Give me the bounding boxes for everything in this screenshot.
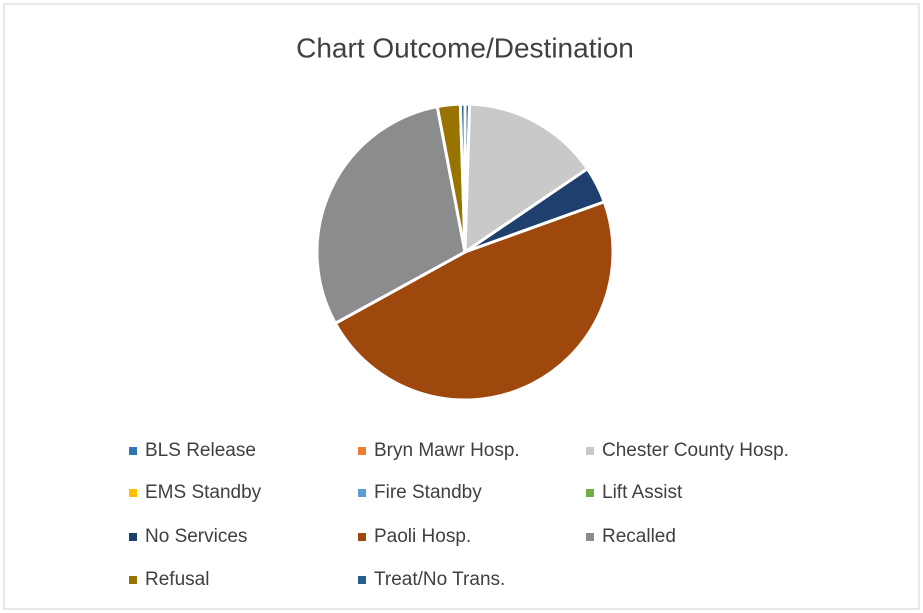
legend-label: Paoli Hosp.: [374, 526, 471, 547]
legend-label: Recalled: [602, 526, 676, 547]
pie-slice: [458, 102, 467, 253]
legend-swatch: [129, 576, 137, 584]
legend-swatch: [586, 489, 594, 497]
legend-label: Treat/No Trans.: [374, 569, 505, 590]
legend-swatch: [129, 489, 137, 497]
legend-swatch: [358, 489, 366, 497]
legend-label: Lift Assist: [602, 482, 683, 503]
legend-swatch: [586, 533, 594, 541]
legend-label: BLS Release: [145, 440, 256, 461]
legend-label: Fire Standby: [374, 482, 482, 503]
pie-slice: [333, 199, 615, 402]
legend-swatch: [358, 533, 366, 541]
pie-slice: [315, 104, 467, 326]
legend-swatch: [129, 533, 137, 541]
legend-label: No Services: [145, 526, 247, 547]
legend-label: EMS Standby: [145, 482, 262, 503]
legend-swatch: [129, 447, 137, 455]
legend-swatch: [358, 447, 366, 455]
legend-swatch: [358, 576, 366, 584]
legend-label: Chester County Hosp.: [602, 440, 789, 461]
legend-swatch: [586, 447, 594, 455]
chart-title: Chart Outcome/Destination: [296, 32, 634, 63]
pie-slice: [463, 102, 590, 255]
legend-label: Refusal: [145, 569, 209, 590]
legend-label: Bryn Mawr Hosp.: [374, 440, 520, 461]
